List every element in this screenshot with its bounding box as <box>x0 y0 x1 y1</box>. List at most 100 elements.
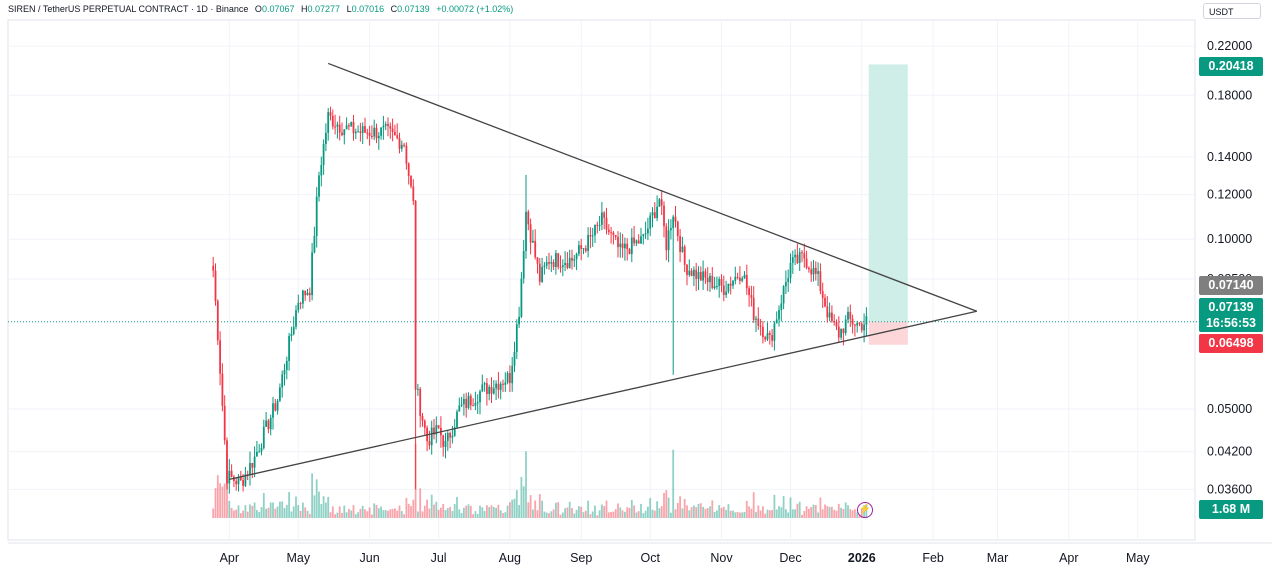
candle-body <box>423 420 426 428</box>
time-axis-tick: Mar <box>987 551 1009 565</box>
volume-bar <box>345 512 348 518</box>
volume-bar <box>771 510 773 518</box>
open-value: 0.07067 <box>261 4 295 14</box>
volume-bar <box>686 505 688 518</box>
candle-body <box>642 234 645 237</box>
volume-bar <box>334 514 336 518</box>
candle-body <box>750 295 753 298</box>
candle-body <box>849 311 852 319</box>
candle-body <box>803 253 806 259</box>
candle-body <box>433 427 435 435</box>
candle-body <box>757 318 760 326</box>
volume-bar <box>515 490 518 518</box>
candle-body <box>833 321 836 323</box>
volume-bar <box>573 513 576 518</box>
candle-body <box>325 132 327 145</box>
target-price-tag: 0.20418 <box>1199 57 1263 76</box>
candle-body <box>582 248 585 250</box>
volume-bar <box>331 506 334 518</box>
candle-body <box>244 474 247 486</box>
symbol-title[interactable]: SIREN / TetherUS PERPETUAL CONTRACT · 1D… <box>8 4 249 14</box>
candle-body <box>417 388 419 390</box>
volume-bar <box>288 492 290 518</box>
volume-bar <box>249 504 251 518</box>
candle-body <box>235 480 238 485</box>
candle-body <box>281 374 284 388</box>
candle-body <box>670 228 672 231</box>
candle-body <box>306 292 309 296</box>
price-axis-tick: 0.12000 <box>1207 188 1252 202</box>
volume-bar <box>228 500 231 518</box>
volume-bar <box>564 508 566 518</box>
volume-bar <box>488 507 491 518</box>
candle-body <box>529 224 532 243</box>
candle-body <box>226 440 228 484</box>
volume-bar <box>637 511 640 518</box>
candle-body <box>352 121 355 134</box>
candle-body <box>607 229 610 233</box>
volume-bar <box>803 511 806 518</box>
candle-body <box>490 386 493 394</box>
volume-bar <box>460 513 463 518</box>
candle-body <box>327 112 330 133</box>
volume-bar <box>672 449 675 518</box>
candle-body <box>276 400 279 411</box>
candle-body <box>831 312 833 322</box>
volume-bar <box>557 502 560 518</box>
candle-body <box>389 126 392 129</box>
volume-bar <box>755 512 757 518</box>
volume-bar <box>359 508 362 518</box>
volume-bar <box>513 498 516 518</box>
volume-bar <box>828 507 831 518</box>
volume-bar <box>722 506 725 518</box>
change-value: +0.00072 (+1.02%) <box>436 4 514 14</box>
candle-body <box>290 334 293 336</box>
high-value: 0.07277 <box>307 4 341 14</box>
candle-body <box>545 262 548 266</box>
price-axis-tick: 0.04200 <box>1207 445 1252 459</box>
candle-body <box>683 246 686 265</box>
volume-bar <box>400 511 403 518</box>
volume-bar <box>628 507 631 518</box>
time-axis-tick: Oct <box>640 551 660 565</box>
volume-bar <box>732 510 734 518</box>
candle-body <box>617 236 619 248</box>
volume-bar <box>745 500 748 518</box>
candle-body <box>446 433 449 441</box>
time-axis-tick: Dec <box>779 551 801 565</box>
volume-bar <box>490 505 493 518</box>
candle-body <box>449 433 451 438</box>
volume-bar <box>279 501 281 518</box>
candle-body <box>785 282 787 287</box>
volume-bar <box>635 512 638 518</box>
candle-body <box>782 286 785 304</box>
volume-bar <box>290 511 293 518</box>
candle-body <box>398 138 401 149</box>
volume-bar <box>260 507 263 518</box>
volume-bar <box>660 506 663 518</box>
candle-body <box>283 370 286 375</box>
currency-unit-button[interactable]: USDT <box>1203 3 1261 19</box>
candle-body <box>566 263 569 268</box>
candle-body <box>299 302 302 304</box>
last-price-value: 0.07139 <box>1208 300 1254 314</box>
volume-bar <box>785 509 787 518</box>
volume-bar <box>430 494 433 518</box>
candle-body <box>520 278 523 317</box>
volume-bar <box>274 508 277 518</box>
volume-bar <box>223 483 226 518</box>
candle-body <box>764 337 767 340</box>
volume-bar <box>626 507 629 518</box>
volume-bar <box>357 512 359 518</box>
candle-body <box>828 312 831 318</box>
volume-bar <box>389 509 392 518</box>
candle-body <box>628 249 631 255</box>
candle-body <box>221 373 224 406</box>
lightning-bolt-icon[interactable]: ⚡ <box>857 502 873 518</box>
volume-bar <box>591 511 594 518</box>
volume-bar <box>405 497 408 518</box>
volume-bar <box>683 499 686 518</box>
volume-bar <box>506 505 509 518</box>
